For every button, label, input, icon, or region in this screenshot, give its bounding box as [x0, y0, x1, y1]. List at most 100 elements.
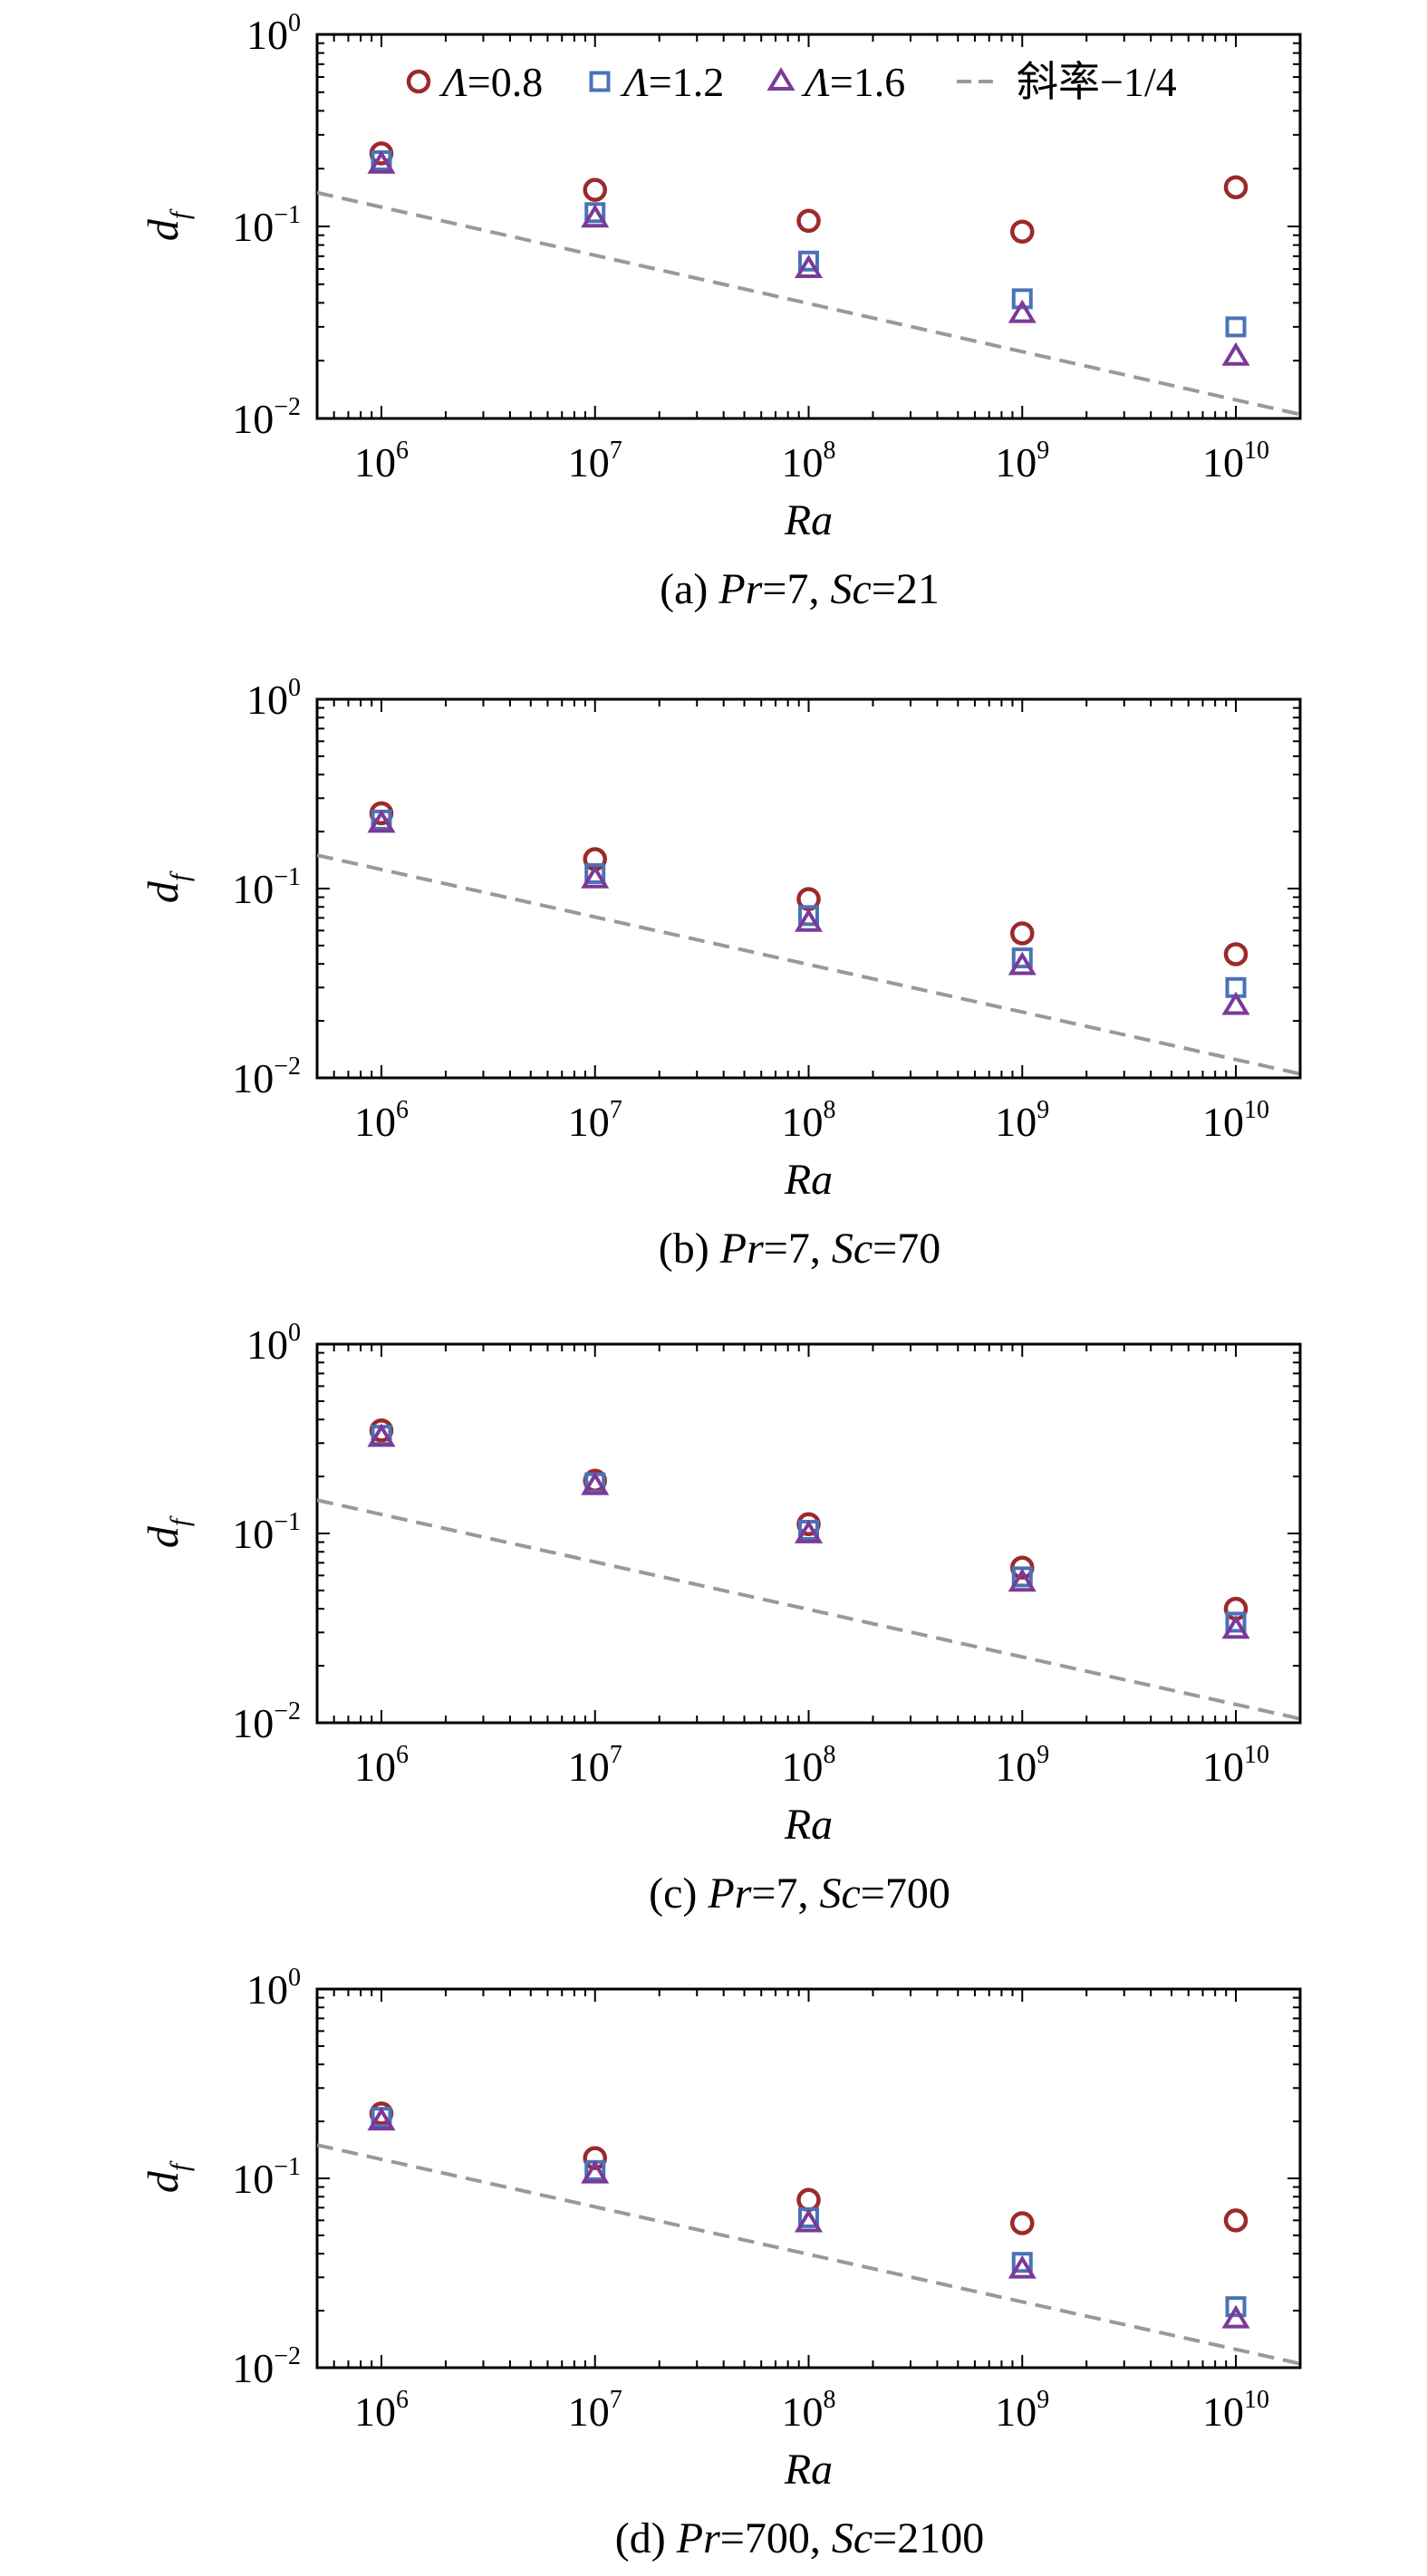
y-axis-title: df — [140, 1515, 195, 1548]
legend-label: Λ=1.2 — [620, 59, 724, 105]
y-tick-exponent: 0 — [288, 1964, 301, 1992]
y-tick-exponent: −2 — [274, 1053, 301, 1081]
data-point-circle — [583, 2146, 607, 2170]
data-point-circle — [796, 208, 821, 234]
series-triangle — [367, 1423, 1250, 1639]
x-tick-label: 109 — [995, 437, 1049, 485]
y-tick-label: 100 — [246, 1319, 301, 1368]
data-point-triangle — [1221, 991, 1250, 1015]
x-tick-base: 10 — [354, 439, 396, 485]
x-tick-exponent: 8 — [824, 2386, 836, 2414]
data-point-square — [1225, 316, 1247, 338]
y-tick-base: 10 — [246, 12, 288, 58]
caption-prefix: (b) — [659, 1225, 720, 1273]
y-tick-exponent: −1 — [274, 2153, 301, 2181]
legend-circle-icon — [406, 69, 431, 94]
x-tick-exponent: 7 — [610, 2386, 622, 2414]
y-tick-base: 10 — [232, 1700, 274, 1746]
x-tick-base: 10 — [568, 439, 610, 485]
x-axis-title: Ra — [784, 1801, 833, 1849]
legend-text: =1.2 — [649, 59, 724, 105]
x-tick-label: 106 — [354, 1096, 409, 1145]
data-point-circle — [796, 2187, 821, 2212]
series-triangle — [367, 2107, 1250, 2329]
y-tick-exponent: −1 — [274, 863, 301, 891]
x-tick-base: 10 — [354, 2389, 396, 2435]
data-point-triangle — [1221, 2304, 1250, 2329]
data-point-square — [1225, 2296, 1247, 2318]
legend-symbol: Λ — [801, 59, 830, 105]
x-tick-exponent: 6 — [396, 2386, 409, 2414]
x-tick-label: 108 — [782, 437, 836, 485]
x-tick-label: 107 — [568, 1096, 622, 1145]
y-tick-exponent: 0 — [288, 9, 301, 37]
x-tick-exponent: 8 — [824, 1096, 836, 1124]
x-tick-label: 1010 — [1202, 2386, 1269, 2435]
data-point-circle — [1223, 942, 1249, 966]
data-point-triangle — [367, 809, 396, 833]
y-tick-base: 10 — [232, 2345, 274, 2391]
x-tick-base: 10 — [995, 439, 1037, 485]
x-tick-base: 10 — [782, 1099, 824, 1145]
y-tick-label: 10−2 — [232, 1053, 301, 1101]
y-axis-title-subscript: f — [165, 870, 195, 881]
x-axis-title: Ra — [784, 496, 833, 544]
legend-text: 斜率−1/4 — [1017, 59, 1177, 105]
y-tick-base: 10 — [246, 677, 288, 723]
caption-prefix: (d) — [615, 2514, 677, 2562]
y-tick-exponent: −2 — [274, 393, 301, 421]
x-tick-base: 10 — [568, 1744, 610, 1790]
x-tick-base: 10 — [782, 1744, 824, 1790]
x-tick-label: 106 — [354, 1741, 409, 1790]
x-tick-base: 10 — [568, 2389, 610, 2435]
y-tick-label: 100 — [246, 674, 301, 723]
caption-value: =21 — [872, 565, 940, 613]
caption-variable: Pr — [707, 1870, 751, 1918]
x-tick-label: 106 — [354, 437, 409, 485]
legend-text: =0.8 — [468, 59, 543, 105]
legend-symbol: Λ — [620, 59, 649, 105]
y-axis-title-subscript: f — [165, 2160, 195, 2171]
data-point-triangle — [367, 149, 396, 174]
y-tick-base: 10 — [246, 1322, 288, 1368]
y-tick-label: 10−1 — [232, 201, 301, 250]
y-axis-title-main: d — [140, 218, 188, 241]
x-tick-exponent: 6 — [396, 1096, 409, 1124]
x-tick-exponent: 6 — [396, 437, 409, 465]
panel-caption: (a) Pr=7, Sc=21 — [660, 565, 940, 613]
y-tick-label: 10−1 — [232, 2153, 301, 2202]
legend-item: Λ=1.2 — [589, 59, 724, 105]
legend-triangle-icon — [767, 67, 795, 91]
caption-variable: Pr — [718, 565, 762, 613]
y-tick-label: 100 — [246, 1964, 301, 2013]
x-tick-exponent: 7 — [610, 1741, 622, 1769]
x-tick-label: 109 — [995, 2386, 1049, 2435]
data-point-triangle — [1221, 341, 1250, 366]
data-point-triangle — [1008, 951, 1037, 976]
caption-value: =2100 — [873, 2514, 984, 2562]
y-tick-exponent: 0 — [288, 1319, 301, 1347]
caption-variable: Sc — [832, 2514, 873, 2562]
y-tick-base: 10 — [232, 396, 274, 442]
x-tick-exponent: 9 — [1037, 1096, 1049, 1124]
x-tick-label: 107 — [568, 2386, 622, 2435]
plot-frame — [315, 1987, 1302, 2369]
legend-symbol: Λ — [439, 59, 468, 105]
y-tick-label: 10−2 — [232, 1697, 301, 1746]
x-tick-base: 10 — [1202, 439, 1244, 485]
legend-item: Λ=1.6 — [767, 59, 905, 105]
x-axis-title: Ra — [784, 2446, 833, 2494]
y-tick-exponent: −1 — [274, 201, 301, 229]
caption-variable: Sc — [832, 1225, 873, 1273]
y-tick-base: 10 — [232, 204, 274, 250]
data-point-triangle — [794, 255, 824, 279]
x-tick-exponent: 9 — [1037, 2386, 1049, 2414]
x-tick-base: 10 — [568, 1099, 610, 1145]
legend-label: Λ=0.8 — [439, 59, 543, 105]
y-axis-title-main: d — [140, 880, 188, 903]
caption-prefix: (a) — [660, 565, 718, 613]
